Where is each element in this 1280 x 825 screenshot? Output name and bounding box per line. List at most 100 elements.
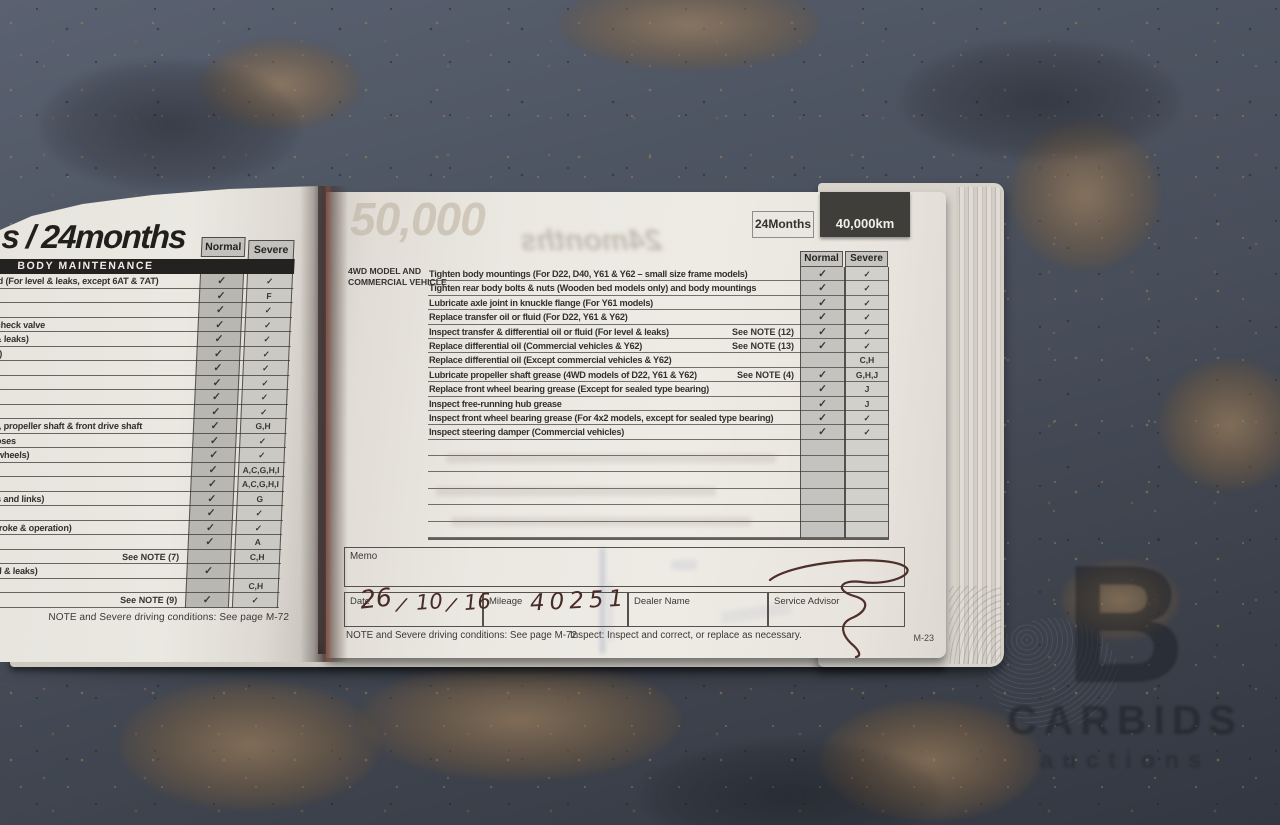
empty-table-row bbox=[428, 456, 889, 473]
maintenance-table-right: Tighten body mountings (For D22, D40, Y6… bbox=[428, 267, 889, 539]
table-row: Inspect free-running hub grease ✓ J bbox=[428, 397, 889, 411]
table-row: Lubricate propeller shaft grease (4WD mo… bbox=[428, 368, 889, 383]
task-label: Replace differential oil (Except commerc… bbox=[429, 355, 672, 366]
severe-cell: ✓ bbox=[863, 297, 871, 308]
severe-cell: ✓ bbox=[863, 269, 871, 279]
empty-table-row bbox=[428, 472, 889, 489]
show-through-smudge bbox=[436, 487, 716, 496]
severe-cell: G,H,J bbox=[855, 369, 879, 380]
severe-cell: G,H bbox=[255, 421, 271, 431]
table-row: Inspect front wheel bearing grease (For … bbox=[428, 411, 889, 426]
right-page-footer-key: Inspect: Inspect and correct, or replace… bbox=[570, 630, 802, 641]
dealer-name-label: Dealer Name bbox=[634, 596, 690, 607]
table-row: , stroke & operation) ✓ ✓ bbox=[0, 520, 283, 535]
page-corner-pattern bbox=[949, 586, 1001, 664]
severe-cell: ✓ bbox=[257, 450, 266, 460]
normal-cell: ✓ bbox=[818, 411, 827, 424]
normal-cell: ✓ bbox=[818, 397, 827, 410]
task-label: Tighten body mountings (For D22, D40, Y6… bbox=[429, 269, 748, 279]
normal-cell: ✓ bbox=[211, 405, 221, 418]
normal-cell: ✓ bbox=[818, 339, 827, 352]
left-page: s / 24months Normal Severe BODY MAINTENA… bbox=[0, 186, 318, 662]
severe-cell: A bbox=[254, 537, 262, 547]
task-fragment: hoses bbox=[0, 435, 17, 446]
table-row: Inspect steering damper (Commercial vehi… bbox=[428, 425, 889, 440]
table-row: ✓ A,C,G,H,I bbox=[0, 462, 286, 477]
task-fragment: s) bbox=[0, 348, 3, 359]
normal-cell: ✓ bbox=[213, 362, 223, 374]
table-row: Tighten rear body bolts & nuts (Wooden b… bbox=[428, 281, 889, 296]
see-note-label: See NOTE (7) bbox=[121, 551, 180, 562]
normal-cell: ✓ bbox=[207, 492, 217, 505]
see-note-label: See NOTE (4) bbox=[736, 369, 794, 380]
auction-watermark: B CARBIDS auctions bbox=[970, 540, 1280, 825]
severe-cell: ✓ bbox=[863, 312, 871, 323]
normal-cell: ✓ bbox=[215, 318, 225, 331]
vehicle-category-label: 4WD MODEL AND COMMERCIAL VEHICLE bbox=[348, 266, 447, 288]
normal-cell: ✓ bbox=[215, 304, 226, 316]
vehicle-category-line1: 4WD MODEL AND bbox=[348, 266, 422, 276]
task-label: Replace front wheel bearing grease (Exce… bbox=[429, 384, 709, 395]
normal-cell: ✓ bbox=[212, 376, 222, 389]
section-header-bar: BODY MAINTENANCE bbox=[0, 259, 295, 274]
table-row: ts, propeller shaft & front drive shaft … bbox=[0, 419, 288, 434]
severe-column-header: Severe bbox=[845, 251, 888, 267]
table-row: & leaks) ✓ ✓ bbox=[0, 332, 292, 347]
show-through-smudge bbox=[451, 517, 751, 526]
dealer-name-field: Dealer Name bbox=[628, 592, 768, 627]
severe-cell: J bbox=[864, 398, 870, 409]
severe-cell: ✓ bbox=[863, 340, 871, 351]
table-row: Replace front wheel bearing grease (Exce… bbox=[428, 382, 889, 397]
handwritten-date-month: 10 bbox=[415, 589, 444, 615]
normal-cell bbox=[186, 579, 231, 593]
normal-cell: ✓ bbox=[818, 296, 827, 309]
severe-cell: F bbox=[266, 290, 272, 301]
normal-cell: ✓ bbox=[818, 368, 827, 381]
handwritten-date-day: 26 bbox=[358, 582, 394, 615]
service-advisor-field: Service Advisor bbox=[768, 592, 905, 627]
tab-24months: 24Months bbox=[752, 211, 814, 238]
table-row: C,H bbox=[0, 578, 281, 593]
watermark-subtitle: auctions bbox=[1039, 747, 1211, 774]
table-row: Inspect transfer & differential oil or f… bbox=[428, 325, 889, 339]
empty-table-row bbox=[428, 440, 889, 457]
table-row: d (For level & leaks, except 6AT & 7AT) … bbox=[0, 274, 295, 289]
normal-cell bbox=[800, 353, 845, 366]
show-through-smudge bbox=[446, 454, 776, 463]
normal-cell: ✓ bbox=[209, 434, 220, 447]
severe-cell: ✓ bbox=[863, 283, 871, 294]
ink-smudge bbox=[671, 560, 697, 570]
service-advisor-signature bbox=[768, 559, 909, 658]
normal-cell: ✓ bbox=[818, 268, 827, 280]
normal-cell: ✓ bbox=[818, 325, 827, 338]
table-row: ✓ ✓ bbox=[0, 390, 289, 405]
normal-cell: ✓ bbox=[207, 478, 218, 490]
normal-cell: ✓ bbox=[203, 565, 214, 577]
ink-smudge bbox=[600, 548, 605, 654]
task-fragment: evel & leaks) bbox=[0, 566, 38, 576]
task-fragment: e wheels) bbox=[0, 450, 30, 460]
severe-cell: ✓ bbox=[863, 427, 871, 438]
severe-cell: J bbox=[864, 384, 870, 395]
normal-column-shading bbox=[800, 267, 845, 538]
left-page-heading: s / 24months bbox=[0, 218, 187, 255]
task-label: Replace transfer oil or fluid (For D22, … bbox=[429, 312, 628, 323]
task-label: Tighten rear body bolts & nuts (Wooden b… bbox=[429, 283, 757, 294]
severe-cell: ✓ bbox=[263, 334, 271, 344]
empty-table-row bbox=[428, 522, 889, 539]
severe-cell: ✓ bbox=[261, 363, 270, 373]
table-row: r ✓ ✓ bbox=[0, 506, 284, 521]
normal-cell: ✓ bbox=[818, 383, 827, 396]
task-label: Inspect steering damper (Commercial vehi… bbox=[429, 427, 625, 438]
severe-cell: ✓ bbox=[863, 412, 871, 423]
tab-40000km: 40,000km bbox=[820, 192, 910, 237]
table-row: ✓ ✓ bbox=[0, 361, 291, 376]
right-page: 50,000 24months 4WD MODEL AND COMMERCIAL… bbox=[326, 192, 946, 658]
table-row: ✓ ✓ bbox=[0, 375, 290, 390]
table-row: evel & leaks) ✓ bbox=[0, 564, 281, 579]
table-row: Replace transfer oil or fluid (For D22, … bbox=[428, 310, 889, 325]
table-row: e wheels) ✓ ✓ bbox=[0, 448, 287, 463]
severe-cell: C,H bbox=[249, 551, 265, 562]
task-label: Lubricate propeller shaft grease (4WD mo… bbox=[429, 369, 697, 380]
